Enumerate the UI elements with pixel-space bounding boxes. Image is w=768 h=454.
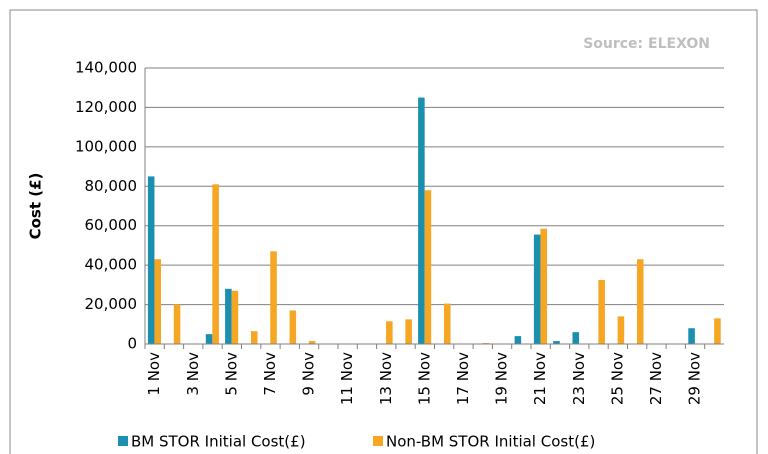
bar	[540, 228, 548, 344]
bar	[154, 259, 162, 344]
x-tick-label: 25 Nov	[608, 352, 626, 405]
x-tick-label: 21 Nov	[531, 352, 549, 405]
bar	[173, 304, 181, 344]
x-tick-label: 17 Nov	[454, 352, 472, 405]
bar	[212, 184, 219, 344]
bar	[617, 316, 625, 344]
bar	[714, 318, 721, 344]
bar	[533, 234, 541, 344]
bar	[688, 328, 695, 344]
y-tick-label: 0	[127, 335, 137, 353]
bar	[205, 334, 213, 344]
bar	[225, 288, 232, 344]
legend-label: BM STOR Initial Cost(£)	[131, 433, 306, 451]
y-axis-title: Cost (£)	[27, 173, 45, 240]
y-tick-label: 120,000	[75, 98, 137, 116]
x-tick-label: 5 Nov	[222, 352, 240, 396]
legend-swatch	[373, 436, 383, 446]
bar	[308, 341, 316, 344]
y-tick-label: 60,000	[85, 216, 138, 234]
y-tick-label: 40,000	[85, 256, 138, 274]
bar	[598, 279, 605, 344]
x-tick-label: 29 Nov	[686, 352, 704, 405]
x-tick-label: 7 Nov	[261, 352, 279, 396]
bar	[386, 321, 393, 344]
x-tick-label: 27 Nov	[647, 352, 665, 405]
bar	[418, 97, 425, 344]
bar	[636, 259, 644, 344]
x-tick-label: 13 Nov	[377, 352, 395, 405]
x-tick-label: 1 Nov	[145, 352, 163, 396]
chart-frame	[9, 9, 758, 454]
bar	[289, 310, 297, 344]
bar	[572, 332, 580, 344]
bar	[405, 319, 412, 344]
y-tick-label: 100,000	[75, 137, 137, 155]
bar	[514, 336, 522, 344]
x-tick-label: 15 Nov	[415, 352, 433, 405]
x-tick-label: 23 Nov	[570, 352, 588, 405]
x-tick-label: 9 Nov	[300, 352, 318, 396]
legend-swatch	[118, 436, 128, 446]
y-tick-label: 20,000	[85, 295, 138, 313]
bar	[443, 303, 451, 344]
bar	[424, 190, 432, 344]
bar	[553, 341, 560, 344]
source-annotation: Source: ELEXON	[583, 36, 710, 52]
x-tick-label: 3 Nov	[184, 352, 202, 396]
x-tick-label: 19 Nov	[493, 352, 511, 405]
x-tick-label: 11 Nov	[338, 352, 356, 405]
legend-label: Non-BM STOR Initial Cost(£)	[386, 433, 595, 451]
y-tick-label: 140,000	[75, 59, 137, 77]
y-tick-label: 80,000	[85, 177, 138, 195]
bar	[250, 331, 258, 344]
bar	[270, 251, 277, 344]
bar	[147, 176, 155, 344]
bar	[231, 290, 239, 344]
